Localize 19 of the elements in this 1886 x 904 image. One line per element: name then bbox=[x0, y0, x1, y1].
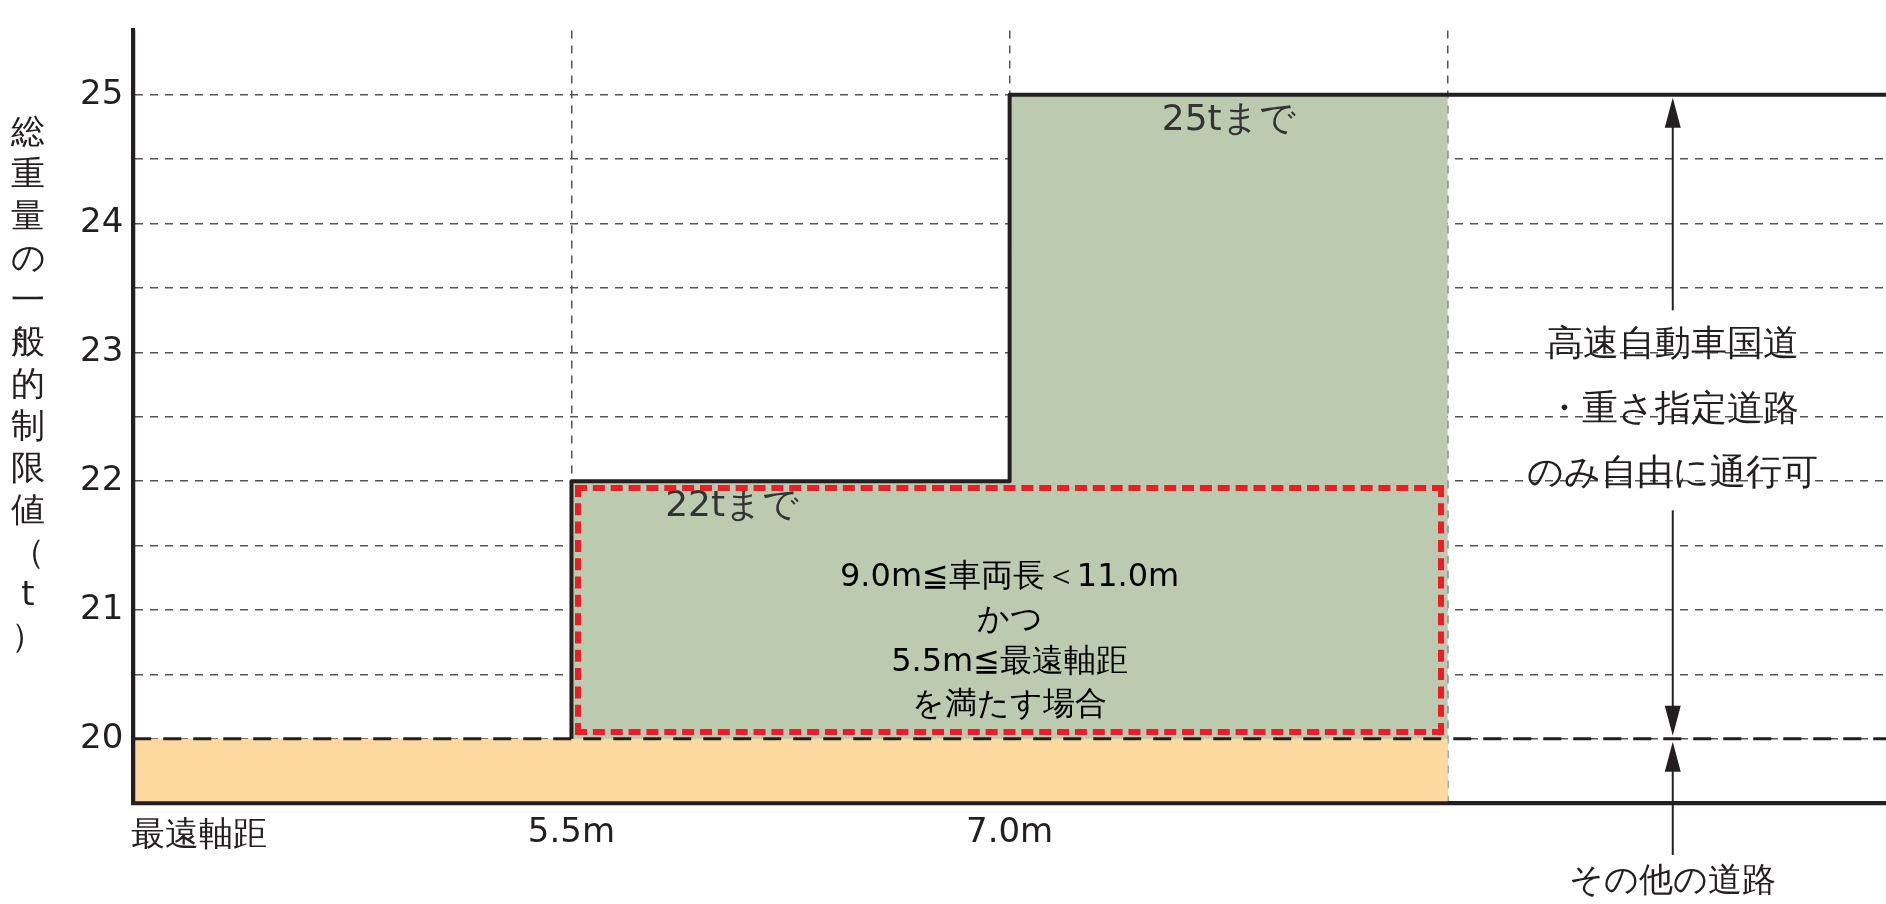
annotation: 高速自動車国道 bbox=[1546, 322, 1799, 364]
y-tick-label: 21 bbox=[80, 586, 124, 627]
y-tick-label: 20 bbox=[80, 715, 124, 756]
y-tick-label: 23 bbox=[80, 329, 124, 370]
text: 総重量の一般的制限値（t） bbox=[10, 111, 46, 655]
y-tick-label: 25 bbox=[80, 71, 124, 112]
annotation: 9.0m≦車両長＜11.0m bbox=[839, 556, 1180, 595]
annotation: を満たす場合 bbox=[912, 683, 1108, 722]
annotation: 5.5m≦最遠軸距 bbox=[891, 641, 1129, 680]
x-tick-label: 7.0m bbox=[966, 810, 1054, 851]
annotation: ・重さ指定道路 bbox=[1546, 386, 1800, 428]
y-tick-label: 22 bbox=[80, 458, 124, 499]
text: その他の道路 bbox=[1569, 858, 1777, 899]
y-tick-label: 24 bbox=[80, 200, 124, 241]
annotation: 22tまで bbox=[665, 483, 800, 525]
x-tick-label: 5.5m bbox=[527, 810, 616, 851]
annotation: 25tまで bbox=[1161, 96, 1296, 138]
annotation: かつ bbox=[976, 598, 1043, 637]
x-axis-title: 最遠軸距 bbox=[131, 812, 268, 856]
